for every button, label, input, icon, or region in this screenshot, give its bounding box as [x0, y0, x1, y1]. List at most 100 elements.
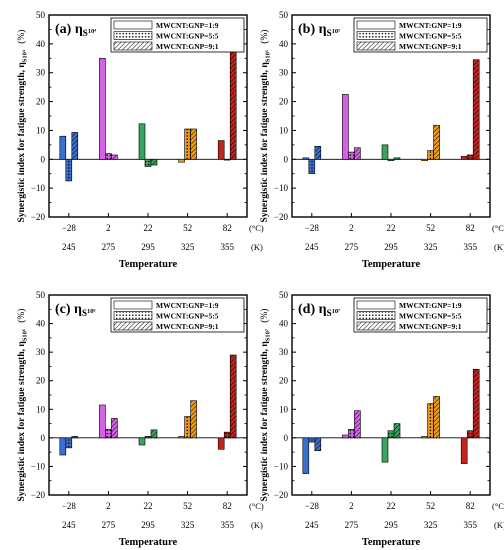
bar-1-5 — [217, 437, 225, 450]
legend-swatch-1 — [356, 300, 396, 310]
y-tick-label: 20 — [279, 376, 289, 386]
legend-label-1: MWCNT:GNP=1:9 — [156, 21, 219, 30]
bar-pattern-dots — [427, 150, 434, 160]
x-tick-label-celsius: 82 — [223, 501, 232, 511]
y-tick-label: −20 — [31, 490, 46, 500]
x-tick-label-celsius: 22 — [387, 223, 396, 233]
chart-panel-b: −20 −10 0 10 20 30 40 50 −28 245 2 275 22 295 52 325 82 3… — [259, 10, 504, 270]
x-unit-kelvin: (K) — [251, 520, 263, 530]
legend-swatch-hatch — [357, 322, 395, 330]
bar-pattern-dots — [348, 152, 355, 160]
x-tick-label-kelvin: 275 — [102, 242, 116, 252]
bar-1-4 — [421, 436, 428, 439]
y-tick-label: 40 — [36, 319, 46, 329]
bar-pattern-dots — [145, 159, 151, 167]
bar-1-5 — [217, 140, 225, 160]
legend-swatch-1 — [356, 20, 396, 30]
y-tick-label: 30 — [36, 347, 46, 357]
bar-pattern-hatch — [433, 396, 440, 438]
bar-1-1 — [59, 437, 67, 456]
y-tick-label: 0 — [284, 433, 289, 443]
legend-label-2: MWCNT:GNP=5:5 — [399, 32, 462, 41]
bar-1-3 — [381, 437, 389, 463]
x-tick-label-celsius: 2 — [106, 223, 111, 233]
bar-1-2 — [99, 57, 106, 160]
y-tick-label: −10 — [274, 461, 289, 471]
bar-pattern-dots — [308, 437, 315, 443]
x-tick-label-kelvin: 325 — [424, 242, 438, 252]
bar-pattern-dots — [224, 159, 231, 161]
x-unit-kelvin: (K) — [494, 520, 504, 530]
bar-pattern-dots — [388, 159, 394, 161]
y-tick-label: 20 — [36, 97, 46, 107]
legend-label-1: MWCNT:GNP=1:9 — [399, 301, 462, 310]
x-tick-label-kelvin: 295 — [384, 520, 398, 530]
bar-pattern-hatch — [314, 146, 321, 160]
y-tick-label: 30 — [279, 68, 289, 78]
legend-swatch-1 — [113, 300, 153, 310]
bar-pattern-dots — [105, 429, 112, 438]
x-tick-label-celsius: 2 — [349, 223, 354, 233]
bar-pattern-dots — [388, 430, 394, 438]
x-tick-label-kelvin: 275 — [102, 520, 116, 530]
bar-1-3 — [381, 144, 389, 160]
bar-pattern-hatch — [473, 59, 480, 160]
x-tick-label-kelvin: 355 — [463, 242, 477, 252]
y-axis-title: Synergistic index for fatigue strength, … — [259, 309, 272, 502]
bar-pattern-dots — [427, 403, 434, 438]
bar-pattern-hatch — [111, 154, 118, 160]
bar-1-4 — [178, 158, 185, 163]
x-unit-celsius: (°C) — [249, 223, 264, 233]
bar-pattern-hatch — [354, 410, 361, 438]
x-unit-celsius: (°C) — [492, 501, 504, 511]
x-tick-label-celsius: 22 — [144, 501, 153, 511]
x-tick-label-kelvin: 245 — [62, 520, 76, 530]
y-tick-label: 40 — [36, 39, 46, 49]
legend-swatch-1 — [113, 20, 153, 30]
y-tick-label: 0 — [41, 154, 46, 164]
x-tick-label-celsius: 82 — [466, 223, 475, 233]
x-tick-label-kelvin: 245 — [62, 242, 76, 252]
bar-1-5 — [460, 156, 468, 160]
legend-swatch-hatch — [114, 42, 152, 50]
x-tick-label-celsius: −28 — [62, 223, 77, 233]
x-tick-label-kelvin: 295 — [384, 242, 398, 252]
legend-label-2: MWCNT:GNP=5:5 — [156, 312, 219, 321]
y-tick-label: 0 — [41, 433, 46, 443]
x-tick-label-celsius: −28 — [305, 501, 320, 511]
x-tick-label-celsius: 2 — [106, 501, 111, 511]
x-tick-label-celsius: −28 — [305, 223, 320, 233]
bar-pattern-dots — [467, 154, 474, 160]
y-tick-label: 30 — [279, 347, 289, 357]
x-tick-label-kelvin: 245 — [305, 242, 319, 252]
legend-swatch-dots — [357, 31, 395, 40]
y-tick-label: 30 — [36, 68, 46, 78]
legend-label-3: MWCNT:GNP=9:1 — [156, 42, 219, 51]
chart-panel-c: −20 −10 0 10 20 30 40 50 −28 245 2 275 22 295 52 325 82 3… — [16, 290, 264, 548]
x-axis-title: Temperature — [362, 537, 421, 548]
y-tick-label: −20 — [274, 212, 289, 222]
y-axis-title: Synergistic index for fatigue strength, … — [16, 30, 29, 223]
bar-pattern-dots — [467, 430, 474, 438]
x-tick-label-celsius: −28 — [62, 501, 77, 511]
bar-1-1 — [302, 437, 310, 474]
legend-label-3: MWCNT:GNP=9:1 — [156, 322, 219, 331]
y-tick-label: −10 — [274, 183, 289, 193]
x-tick-label-celsius: 2 — [349, 501, 354, 511]
bar-1-3 — [138, 123, 146, 160]
legend-label-3: MWCNT:GNP=9:1 — [399, 42, 462, 51]
panel-title: (c) ηS10⁶ — [55, 302, 96, 318]
y-tick-label: −20 — [31, 212, 46, 222]
y-tick-label: 50 — [279, 10, 289, 20]
bar-pattern-dots — [105, 153, 112, 160]
x-tick-label-kelvin: 295 — [141, 520, 155, 530]
bar-1-2 — [342, 94, 349, 160]
legend-label-1: MWCNT:GNP=1:9 — [156, 301, 219, 310]
legend-label-2: MWCNT:GNP=5:5 — [156, 32, 219, 41]
bar-pattern-hatch — [230, 43, 237, 160]
bar-1-3 — [138, 437, 146, 446]
legend-swatch-dots — [114, 311, 152, 320]
bar-pattern-hatch — [190, 400, 197, 438]
x-tick-label-kelvin: 355 — [463, 520, 477, 530]
